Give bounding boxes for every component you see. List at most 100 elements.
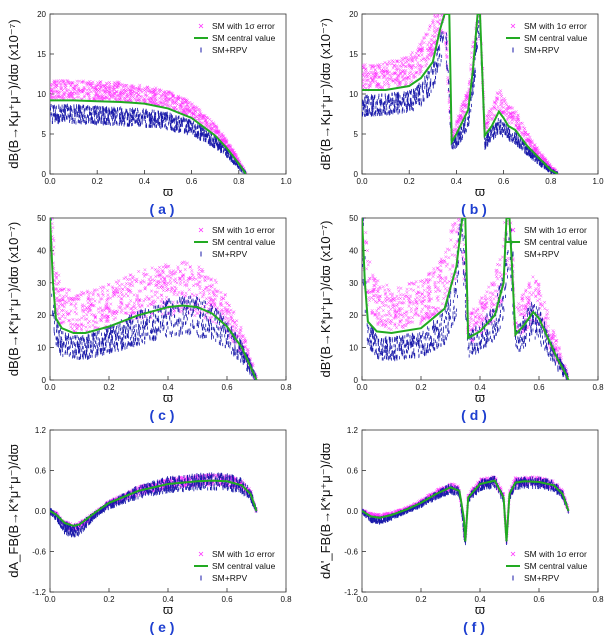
sm-error-point bbox=[429, 44, 434, 48]
sm-error-point bbox=[377, 82, 381, 86]
sm-error-point bbox=[97, 300, 102, 304]
sm-error-point bbox=[139, 289, 143, 293]
sm-error-point bbox=[115, 94, 119, 98]
sm-error-point bbox=[167, 274, 171, 279]
sm-error-point bbox=[178, 276, 182, 280]
sm-error-point bbox=[162, 282, 167, 286]
sm-error-point bbox=[508, 115, 512, 119]
sm-error-point bbox=[159, 284, 163, 288]
sm-error-point bbox=[152, 89, 156, 93]
sm-error-point bbox=[50, 92, 54, 96]
y-axis-label: dB'(B→Kμ⁺μ⁻)/dϖ (x10⁻⁷) bbox=[318, 18, 333, 170]
sm-error-point bbox=[64, 310, 69, 314]
sm-error-point bbox=[219, 290, 223, 295]
sm-error-point bbox=[132, 293, 136, 297]
sm-error-point bbox=[211, 299, 215, 303]
sm-error-point bbox=[394, 78, 398, 82]
x-tick-label: 0.0 bbox=[356, 177, 368, 186]
sm-error-point bbox=[378, 63, 382, 67]
sm-error-point bbox=[55, 296, 59, 300]
sm-error-point bbox=[120, 94, 124, 98]
sm-error-point bbox=[427, 57, 431, 61]
sm-error-point bbox=[489, 116, 493, 121]
sm-error-point bbox=[393, 71, 397, 76]
sm-error-point bbox=[126, 98, 130, 102]
sm-error-point bbox=[502, 97, 506, 101]
sm-error-point bbox=[75, 318, 79, 322]
sm-error-point bbox=[514, 123, 518, 127]
sm-error-point bbox=[389, 77, 393, 81]
sm-error-point bbox=[508, 112, 512, 116]
sm-error-point bbox=[426, 52, 430, 57]
sm-error-point bbox=[198, 110, 202, 114]
sm-error-point bbox=[370, 78, 374, 82]
x-tick-label: 0.2 bbox=[92, 177, 104, 186]
sm-error-point bbox=[201, 113, 205, 117]
sm-error-point bbox=[141, 279, 145, 283]
sm-error-point bbox=[158, 285, 163, 290]
sm-error-point bbox=[503, 113, 508, 117]
sm-error-point bbox=[200, 295, 204, 299]
sm-error-point bbox=[108, 82, 112, 86]
sm-error-point bbox=[176, 265, 180, 269]
sm-error-point bbox=[389, 75, 393, 79]
series-sm-rpv-points bbox=[50, 103, 247, 174]
sm-error-point bbox=[219, 298, 223, 302]
sm-error-point bbox=[50, 95, 54, 99]
sm-error-point bbox=[213, 297, 217, 301]
sm-error-point bbox=[465, 96, 470, 100]
sm-error-point bbox=[126, 289, 131, 294]
sm-error-point bbox=[129, 282, 133, 286]
sm-error-point bbox=[146, 97, 150, 101]
sm-error-point bbox=[506, 107, 510, 111]
sm-error-point bbox=[164, 295, 169, 299]
sm-error-point bbox=[200, 274, 204, 278]
sm-error-point bbox=[163, 99, 168, 103]
sm-error-point bbox=[421, 36, 426, 40]
sm-error-point bbox=[92, 96, 97, 100]
sm-error-point bbox=[427, 40, 431, 45]
sm-error-point bbox=[372, 75, 376, 80]
sm-error-point bbox=[510, 118, 514, 122]
sm-error-point bbox=[152, 278, 156, 283]
sm-error-point bbox=[464, 98, 468, 103]
sm-error-point bbox=[419, 49, 423, 53]
sm-error-point bbox=[105, 88, 110, 93]
sm-error-point bbox=[111, 85, 115, 90]
sm-error-point bbox=[120, 302, 124, 306]
sm-error-point bbox=[154, 86, 158, 90]
sm-error-point bbox=[57, 304, 61, 308]
sm-error-point bbox=[196, 271, 200, 275]
sm-error-point bbox=[367, 83, 372, 87]
sm-error-point bbox=[135, 297, 139, 301]
sm-error-point bbox=[234, 326, 238, 330]
panel-label-b: ( b ) bbox=[461, 201, 487, 217]
sm-error-point bbox=[213, 303, 217, 307]
sm-error-point bbox=[131, 88, 135, 92]
sm-error-point bbox=[151, 100, 155, 104]
sm-error-point bbox=[81, 309, 85, 313]
sm-error-point bbox=[206, 275, 210, 279]
sm-error-point bbox=[98, 97, 102, 101]
plot-area bbox=[362, 6, 560, 174]
sm-error-point bbox=[87, 95, 91, 100]
sm-error-point bbox=[393, 64, 397, 68]
sm-error-point bbox=[218, 302, 223, 306]
sm-error-point bbox=[208, 127, 212, 131]
sm-error-point bbox=[485, 121, 490, 125]
sm-error-point bbox=[184, 262, 188, 267]
sm-error-point bbox=[109, 85, 113, 89]
sm-error-point bbox=[523, 131, 528, 135]
sm-error-point bbox=[150, 278, 154, 282]
sm-error-point bbox=[443, 6, 446, 9]
sm-error-point bbox=[198, 284, 202, 288]
sm-error-point bbox=[469, 55, 474, 60]
sm-error-point bbox=[122, 276, 126, 281]
sm-error-point bbox=[59, 87, 63, 91]
sm-error-point bbox=[446, 75, 450, 80]
sm-error-point bbox=[130, 83, 134, 87]
sm-error-point bbox=[153, 267, 158, 272]
sm-error-point bbox=[382, 66, 386, 70]
sm-error-point bbox=[133, 87, 137, 91]
sm-error-point bbox=[74, 312, 79, 316]
